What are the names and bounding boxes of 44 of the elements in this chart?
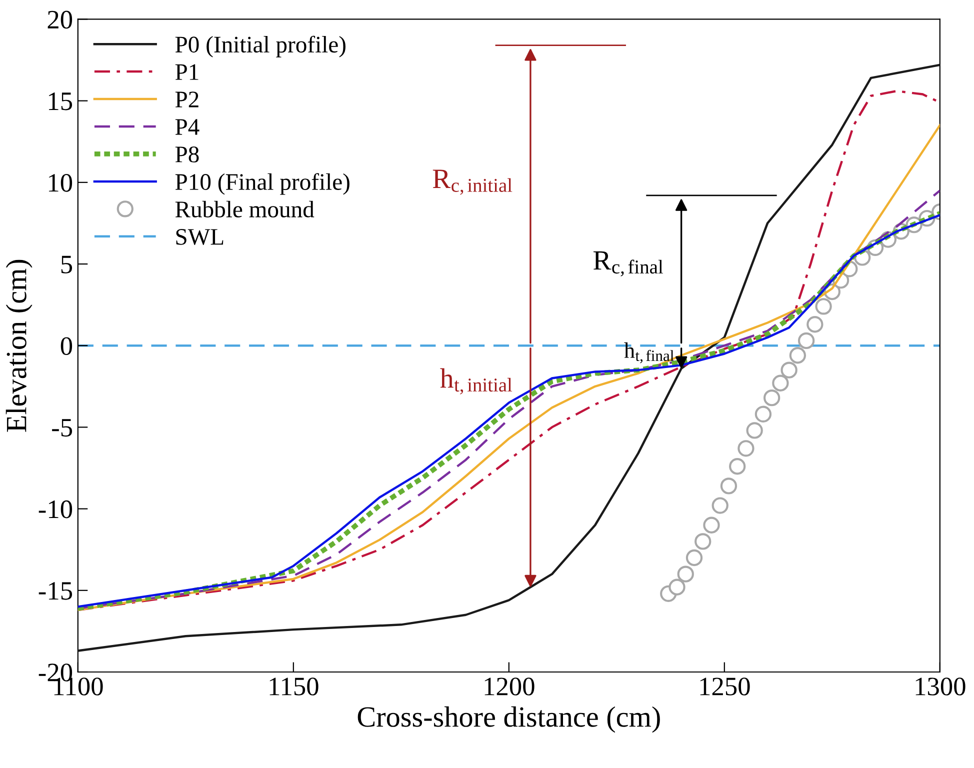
legend-label: P4 [175, 119, 200, 135]
point [729, 458, 746, 475]
y-tick-label: -15 [38, 582, 72, 600]
point [806, 316, 824, 333]
point [686, 549, 703, 566]
point [815, 298, 832, 315]
legend-label: P0 (Initial profile) [175, 36, 346, 58]
point [789, 347, 806, 364]
y-tick-label: 5 [61, 256, 72, 274]
legend-label: SWL [176, 229, 224, 246]
y-tick-label: 10 [48, 174, 72, 192]
annotation: h$_{t,final}$ [624, 342, 674, 364]
y-tick-label: -10 [38, 500, 72, 518]
point [746, 422, 763, 439]
point [694, 533, 712, 550]
annotation: R$_{c,initial}$ [432, 170, 512, 195]
point [780, 362, 798, 378]
point [677, 566, 694, 582]
legend-label: P8 [175, 146, 199, 162]
legend-label: P10 (Final profile) [175, 173, 350, 195]
point [798, 332, 815, 350]
x-tick-label: 1250 [700, 678, 750, 696]
y-tick-label: 20 [48, 10, 72, 29]
x-tick-label: 1150 [270, 678, 318, 696]
annotation: h$_{t,initial}$ [440, 368, 512, 394]
y-tick-label: -5 [52, 419, 72, 437]
point [720, 478, 738, 494]
point [754, 406, 772, 422]
point [763, 389, 780, 406]
y-axis-title: Elevation (cm) [6, 260, 32, 432]
x-tick-label: 1300 [916, 678, 966, 696]
point [668, 578, 686, 596]
legend-label: P2 [175, 92, 198, 108]
x-tick-label: 1200 [484, 678, 534, 696]
point [772, 374, 789, 392]
point [738, 440, 754, 457]
point [703, 516, 720, 534]
point [712, 497, 728, 514]
legend-label: P1 [175, 64, 198, 80]
annotation: R$_{c,final}$ [593, 251, 663, 276]
y-tick-label: 0 [60, 337, 72, 356]
y-tick-label: 15 [48, 92, 72, 110]
legend-label: Rubble mound [175, 200, 314, 218]
x-axis-title: Cross-shore distance (cm) [358, 706, 660, 733]
